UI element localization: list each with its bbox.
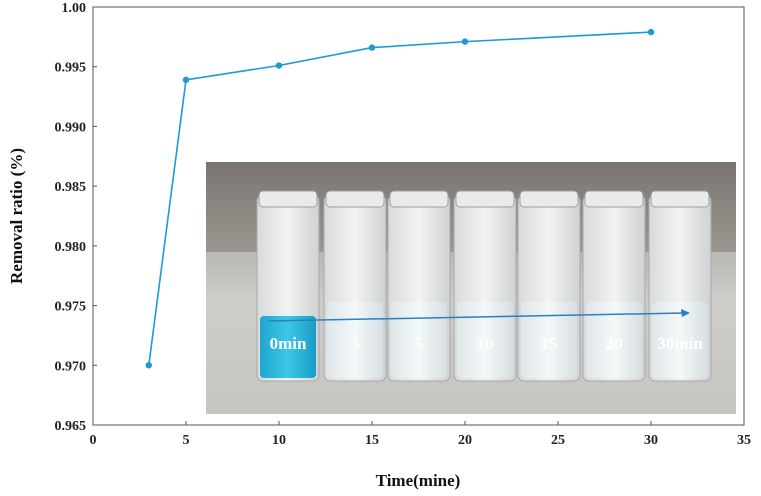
data-points [145, 28, 655, 369]
y-tick-label: 0.985 [55, 180, 87, 195]
vial-label: 3 [351, 334, 360, 353]
y-axis-title: Removal ratio (%) [7, 148, 26, 284]
vial-rim [519, 190, 579, 208]
vial-label: 10 [477, 334, 494, 353]
time-arrow [267, 312, 685, 322]
vial-label: 0min [270, 334, 307, 353]
data-point [275, 62, 283, 69]
vial-rim [389, 190, 449, 208]
y-tick-label: 0.980 [55, 240, 87, 255]
time-arrow-head [681, 309, 690, 317]
vial-solution [652, 302, 708, 378]
vial-rim [584, 190, 644, 208]
inset-photo: 0min 3 5 10 15 20 30min [206, 162, 736, 414]
vial: 5 [387, 190, 451, 382]
y-tick-label: 0.990 [55, 120, 87, 135]
x-tick-label: 25 [551, 433, 565, 448]
y-tick-label: 0.975 [55, 300, 87, 315]
y-tick-label: 1.00 [62, 1, 87, 16]
vial-label: 20 [606, 334, 623, 353]
x-tick-label: 10 [272, 433, 286, 448]
vial-rim [258, 190, 318, 208]
data-point [647, 28, 655, 36]
x-axis-ticks: 0 5 10 15 20 25 30 35 [90, 421, 751, 448]
vial-solution [260, 316, 316, 378]
vial-solution [457, 302, 513, 378]
y-axis-ticks: 0.965 0.970 0.975 0.980 0.985 0.990 0.995 1.00 [55, 1, 97, 434]
vial: 20 [582, 190, 646, 382]
vial-label: 30min [657, 334, 703, 353]
vial-solution [586, 302, 642, 378]
vial-solution [521, 302, 577, 378]
y-tick-label: 0.995 [55, 61, 87, 76]
vial-label: 15 [541, 334, 558, 353]
vial-rim [325, 190, 385, 208]
vial-rim [650, 190, 710, 208]
vial-solution [391, 302, 447, 378]
vial-rim [455, 190, 515, 208]
x-tick-label: 20 [458, 433, 472, 448]
vial: 3 [323, 190, 387, 382]
x-tick-label: 0 [90, 433, 97, 448]
x-tick-label: 5 [183, 433, 190, 448]
data-point [368, 44, 376, 51]
data-point [182, 76, 190, 84]
x-tick-label: 15 [365, 433, 379, 448]
vial: 15 [517, 190, 581, 382]
x-tick-label: 35 [737, 433, 751, 448]
vial-label: 5 [415, 334, 424, 353]
plot-frame [92, 6, 745, 426]
y-tick-label: 0.965 [55, 419, 87, 434]
series-line [148, 31, 652, 366]
vial: 0min [256, 190, 320, 382]
data-point [145, 362, 152, 369]
vial: 10 [453, 190, 517, 382]
vials-group: 0min 3 5 10 15 20 30min [256, 190, 712, 382]
vial: 30min [648, 190, 712, 382]
y-tick-label: 0.970 [55, 359, 87, 374]
x-axis-title: Time(mine) [376, 471, 461, 490]
x-tick-label: 30 [644, 433, 658, 448]
vial-solution [327, 302, 383, 378]
data-point [461, 38, 469, 45]
